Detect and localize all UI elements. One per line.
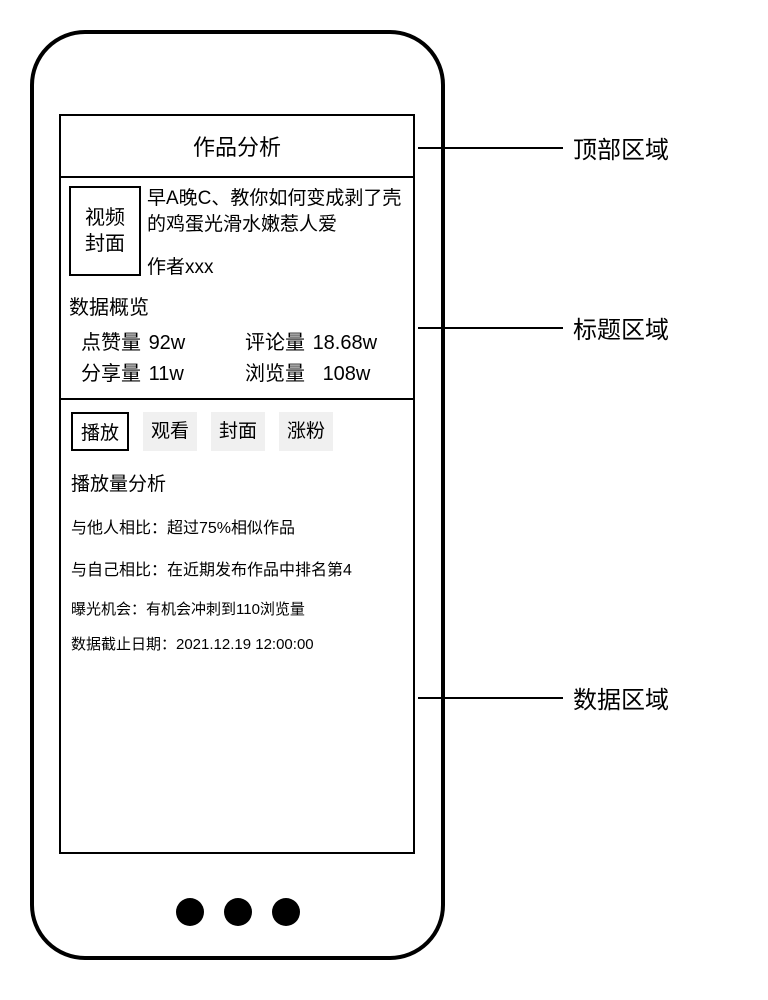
callout-title-region: 标题区域 [418,310,669,345]
cover-label: 视频封面 [85,205,125,257]
overview-label: 数据概览 [69,291,405,320]
callout-top-region: 顶部区域 [418,130,669,165]
stat-comments: 评论量 18.68w [245,326,405,355]
screen: 作品分析 视频封面 早A晚C、教你如何变成剥了壳的鸡蛋光滑水嫩惹人爱 作者xxx… [59,114,415,854]
analysis-line-compare-self: 与自己相比：在近期发布作品中排名第4 [71,556,403,580]
video-cover-placeholder: 视频封面 [69,186,141,276]
title-region: 视频封面 早A晚C、教你如何变成剥了壳的鸡蛋光滑水嫩惹人爱 作者xxx 数据概览… [61,178,413,400]
analysis-line-exposure: 曝光机会：有机会冲刺到110浏览量 [71,598,403,619]
home-dot[interactable] [272,898,300,926]
video-author: 作者xxx [147,255,405,281]
callout-label: 数据区域 [573,680,669,715]
callout-label: 标题区域 [573,310,669,345]
callout-data-region: 数据区域 [418,680,669,715]
video-title: 早A晚C、教你如何变成剥了壳的鸡蛋光滑水嫩惹人爱 [147,186,405,237]
home-buttons [34,898,441,926]
stat-shares: 分享量 11w [81,357,241,386]
title-row: 视频封面 早A晚C、教你如何变成剥了壳的鸡蛋光滑水嫩惹人爱 作者xxx [69,186,405,281]
stat-likes: 点赞量 92w [81,326,241,355]
tab-play[interactable]: 播放 [71,412,129,451]
tab-cover[interactable]: 封面 [211,412,265,451]
tabs-row: 播放 观看 封面 涨粉 [71,412,403,451]
page-title: 作品分析 [193,135,281,160]
home-dot[interactable] [176,898,204,926]
analysis-title: 播放量分析 [71,469,403,496]
analysis-line-cutoff: 数据截止日期：2021.12.19 12:00:00 [71,633,403,654]
callout-line [418,697,563,699]
callout-label: 顶部区域 [573,130,669,165]
top-region: 作品分析 [61,116,413,178]
callout-line [418,147,563,149]
tab-watch[interactable]: 观看 [143,412,197,451]
data-region: 播放 观看 封面 涨粉 播放量分析 与他人相比：超过75%相似作品 与自己相比：… [61,400,413,680]
analysis-line-compare-others: 与他人相比：超过75%相似作品 [71,514,403,538]
stat-views: 浏览量 108w [245,357,405,386]
phone-frame: 作品分析 视频封面 早A晚C、教你如何变成剥了壳的鸡蛋光滑水嫩惹人爱 作者xxx… [30,30,445,960]
home-dot[interactable] [224,898,252,926]
callout-line [418,327,563,329]
title-text-block: 早A晚C、教你如何变成剥了壳的鸡蛋光滑水嫩惹人爱 作者xxx [147,186,405,281]
tab-fans[interactable]: 涨粉 [279,412,333,451]
stats-grid: 点赞量 92w 评论量 18.68w 分享量 11w 浏览量 108w [69,326,405,386]
